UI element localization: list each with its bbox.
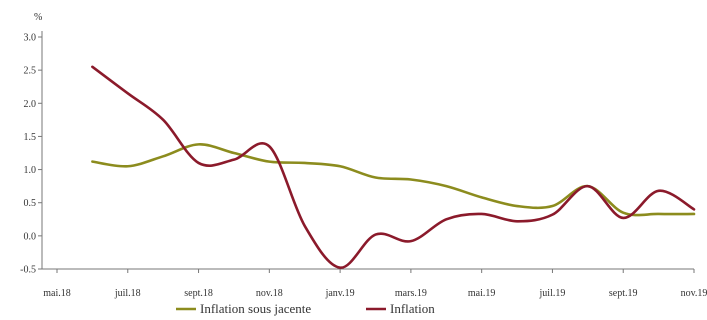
x-axis-ticks: mai.18 juil.18 sept.18 nov.18 janv.19 mars.19… [43,269,707,299]
series-line-inflation [91,65,696,269]
y-axis-unit-label: % [34,12,42,23]
x-tick-label: mai.19 [468,288,496,299]
series-line-inflation-sous-jacente [91,143,696,217]
x-tick-label: sept.18 [184,288,213,299]
y-tick-label: 1.5 [24,132,37,143]
x-tick-label: nov.19 [681,288,707,299]
series-lines [91,65,696,269]
y-tick-label: 0.0 [24,231,37,242]
y-tick-label: 1.0 [24,165,37,176]
x-tick-label: janv.19 [325,288,355,299]
x-tick-label: juil.19 [539,288,566,299]
legend-label: Inflation [390,301,435,316]
x-tick-label: nov.18 [256,288,283,299]
y-tick-label: 0.5 [24,198,37,209]
y-tick-label: 2.5 [24,66,37,77]
x-tick-label: sept.19 [609,288,638,299]
y-tick-label: 3.0 [24,33,37,44]
legend-label: Inflation sous jacente [200,301,311,316]
x-tick-label: juil.18 [114,288,141,299]
y-tick-label: -0.5 [20,265,36,276]
x-tick-label: mai.18 [43,288,71,299]
legend: Inflation sous jacente Inflation [176,301,435,316]
y-axis-ticks: 3.0 2.5 2.0 1.5 1.0 0.5 0.0 -0.5 [20,33,42,276]
y-tick-label: 2.0 [24,99,37,110]
x-tick-label: mars.19 [395,288,427,299]
